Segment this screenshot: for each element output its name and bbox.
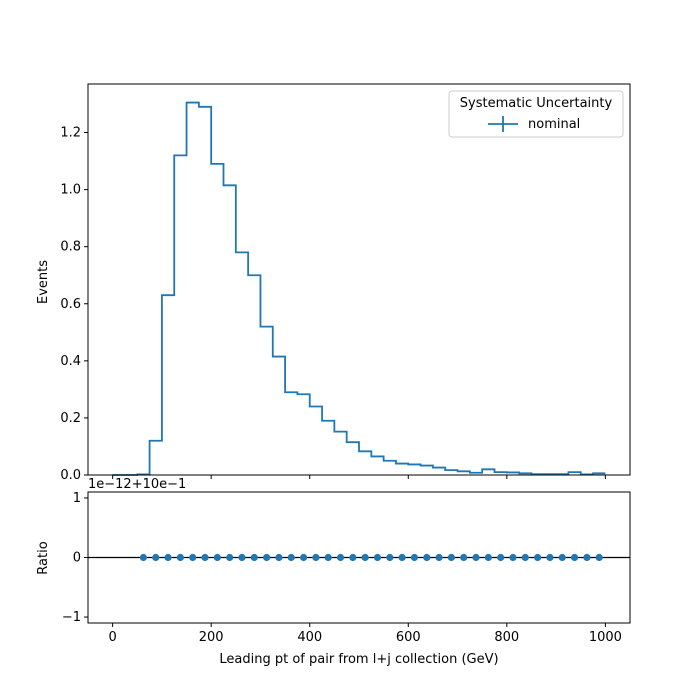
ratio-plot-panel: −1 0 1 0 200 400 600 800 1000 1e−12+10e−1 Ratio… bbox=[36, 477, 631, 667]
ratio-point bbox=[460, 553, 468, 562]
legend-title: Systematic Uncertainty bbox=[460, 96, 613, 111]
ratio-points bbox=[139, 553, 603, 562]
ratio-point bbox=[287, 553, 295, 562]
ratio-x-tick-label: 600 bbox=[396, 630, 421, 645]
main-x-ticks bbox=[112, 475, 606, 479]
main-y-tick-label: 1.2 bbox=[60, 126, 81, 141]
ratio-y-ticks: −1 0 1 bbox=[62, 491, 88, 625]
ratio-point bbox=[558, 553, 566, 562]
ratio-point bbox=[497, 553, 505, 562]
ratio-point bbox=[546, 553, 554, 562]
ratio-point bbox=[275, 553, 283, 562]
ratio-point bbox=[423, 553, 431, 562]
ratio-point bbox=[213, 553, 221, 562]
x-axis-label: Leading pt of pair from l+j collection (… bbox=[219, 652, 498, 667]
legend: Systematic Uncertainty nominal bbox=[448, 90, 624, 138]
ratio-point bbox=[472, 553, 480, 562]
ratio-point bbox=[435, 553, 443, 562]
legend-entry-nominal: nominal bbox=[528, 117, 580, 132]
ratio-point bbox=[361, 553, 369, 562]
ratio-point bbox=[238, 553, 246, 562]
ratio-point bbox=[176, 553, 184, 562]
ratio-point bbox=[312, 553, 320, 562]
ratio-point bbox=[509, 553, 517, 562]
main-y-tick-label: 0.0 bbox=[60, 468, 81, 483]
ratio-point bbox=[534, 553, 542, 562]
ratio-point bbox=[583, 553, 591, 562]
main-plot-frame bbox=[87, 83, 631, 476]
ratio-x-tick-label: 0 bbox=[108, 630, 116, 645]
main-y-tick-label: 0.8 bbox=[60, 240, 81, 255]
ratio-y-tick-label: 1 bbox=[73, 491, 81, 506]
ratio-point bbox=[263, 553, 271, 562]
ratio-point bbox=[410, 553, 419, 562]
ratio-x-ticks: 0 200 400 600 800 1000 bbox=[108, 623, 622, 645]
ratio-y-tick-label: −1 bbox=[62, 610, 81, 625]
ratio-point bbox=[349, 553, 357, 562]
main-y-tick-label: 1.0 bbox=[60, 183, 81, 198]
nominal-step-line bbox=[112, 101, 606, 476]
ratio-point bbox=[447, 553, 455, 562]
ratio-point bbox=[336, 553, 345, 562]
ratio-point bbox=[189, 553, 197, 562]
ratio-point bbox=[484, 553, 492, 562]
ratio-point bbox=[386, 553, 394, 562]
ratio-offset-text: 1e−12+10e−1 bbox=[88, 477, 186, 492]
main-y-tick-label: 0.6 bbox=[60, 297, 81, 312]
ratio-point bbox=[570, 553, 579, 562]
ratio-plot-frame bbox=[87, 491, 631, 624]
ratio-point bbox=[152, 553, 160, 562]
ratio-point bbox=[250, 553, 258, 562]
ratio-point bbox=[595, 553, 603, 562]
main-y-axis-label: Events bbox=[36, 260, 51, 304]
legend-box bbox=[448, 90, 624, 138]
ratio-point bbox=[373, 553, 382, 562]
ratio-point bbox=[226, 553, 234, 562]
ratio-x-tick-label: 800 bbox=[494, 630, 519, 645]
ratio-x-tick-label: 400 bbox=[297, 630, 322, 645]
ratio-point bbox=[201, 553, 209, 562]
main-y-tick-label: 0.4 bbox=[60, 354, 81, 369]
ratio-point bbox=[139, 553, 148, 562]
ratio-point bbox=[398, 553, 406, 562]
main-plot-panel: 0.0 0.2 0.4 0.6 0.8 1.0 1.2 Events Systematic … bbox=[36, 83, 631, 483]
ratio-y-axis-label: Ratio bbox=[36, 541, 51, 574]
ratio-point bbox=[521, 553, 529, 562]
ratio-point bbox=[299, 553, 308, 562]
ratio-point bbox=[324, 553, 332, 562]
ratio-y-tick-label: 0 bbox=[73, 551, 81, 566]
ratio-x-tick-label: 200 bbox=[199, 630, 224, 645]
ratio-point bbox=[164, 553, 172, 562]
ratio-x-tick-label: 1000 bbox=[589, 630, 622, 645]
main-y-ticks: 0.0 0.2 0.4 0.6 0.8 1.0 1.2 bbox=[60, 126, 88, 483]
main-y-tick-label: 0.2 bbox=[60, 411, 81, 426]
